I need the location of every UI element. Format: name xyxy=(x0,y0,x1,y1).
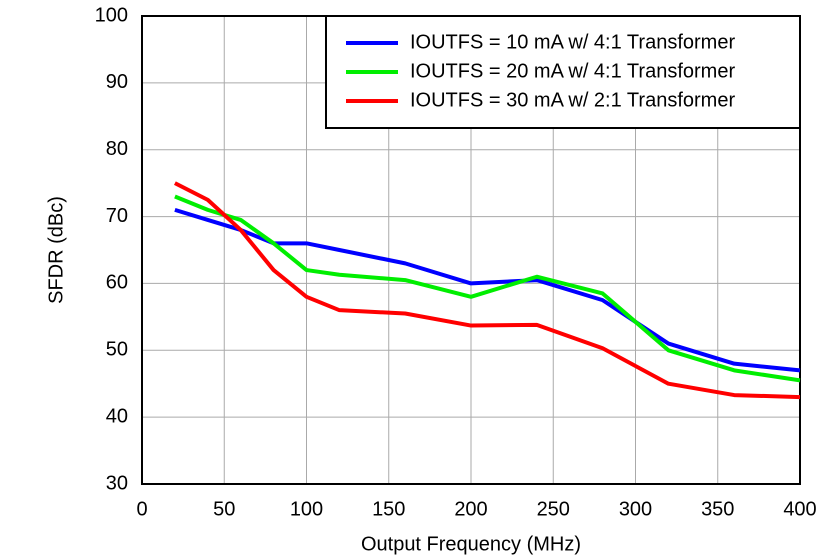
y-tick-label: 30 xyxy=(106,472,128,494)
series-line xyxy=(174,194,801,383)
legend-label: IOUTFS = 10 mA w/ 4:1 Transformer xyxy=(410,31,735,53)
x-tick-label: 250 xyxy=(537,498,570,520)
x-tick-label: 400 xyxy=(783,498,816,520)
y-tick-label: 40 xyxy=(106,405,128,427)
x-tick-label: 350 xyxy=(701,498,734,520)
y-tick-label: 90 xyxy=(106,71,128,93)
y-tick-label: 50 xyxy=(106,339,128,361)
legend-box xyxy=(325,15,801,129)
y-tick-label: 80 xyxy=(106,138,128,160)
x-tick-label: 100 xyxy=(290,498,323,520)
y-tick-label: 100 xyxy=(95,4,128,26)
legend-label: IOUTFS = 20 mA w/ 4:1 Transformer xyxy=(410,60,735,82)
x-tick-label: 300 xyxy=(619,498,652,520)
x-tick-label: 50 xyxy=(213,498,235,520)
x-axis-label: Output Frequency (MHz) xyxy=(361,533,581,555)
legend-label: IOUTFS = 30 mA w/ 2:1 Transformer xyxy=(410,89,735,111)
y-axis-label: SFDR (dBc) xyxy=(45,196,67,304)
y-tick-label: 60 xyxy=(106,272,128,294)
x-tick-label: 150 xyxy=(372,498,405,520)
series-line xyxy=(173,181,801,400)
x-tick-label: 200 xyxy=(454,498,487,520)
x-tick-label: 0 xyxy=(136,498,147,520)
y-tick-label: 70 xyxy=(106,205,128,227)
